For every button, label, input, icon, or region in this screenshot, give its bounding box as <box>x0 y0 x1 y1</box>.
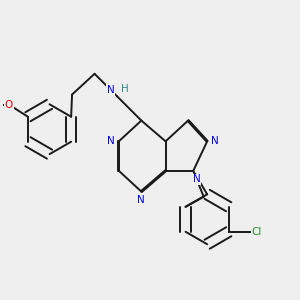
Text: H: H <box>121 84 129 94</box>
Text: N: N <box>193 174 201 184</box>
Text: Cl: Cl <box>251 227 262 237</box>
Text: O: O <box>5 100 13 110</box>
Text: N: N <box>107 85 115 95</box>
Text: N: N <box>107 136 115 146</box>
Text: N: N <box>137 195 145 205</box>
Text: N: N <box>211 136 219 146</box>
